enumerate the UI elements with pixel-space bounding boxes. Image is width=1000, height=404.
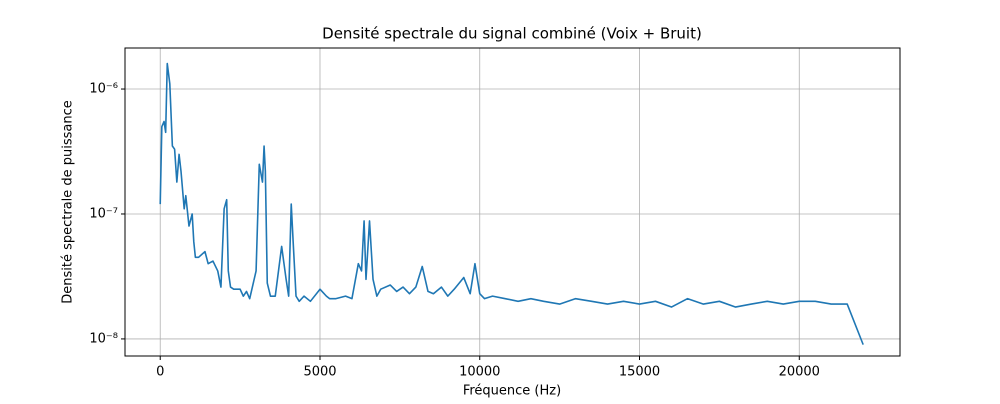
x-tick-label: 15000 [619,365,660,380]
y-tick-label: 10⁻⁸ [89,331,118,346]
y-tick-label: 10⁻⁷ [89,206,118,221]
x-tick-label: 20000 [779,365,820,380]
x-tick-label: 5000 [303,365,336,380]
x-axis-label: Fréquence (Hz) [463,384,561,399]
line-series [159,62,864,345]
plot-frame [124,47,901,357]
x-tick-label: 10000 [459,365,500,380]
x-tick-label: 0 [156,365,164,380]
y-axis-label: Densité spectrale de puissance [61,100,76,304]
chart-title: Densité spectrale du signal combiné (Voi… [322,25,702,43]
y-tick-label: 10⁻⁶ [89,82,118,97]
